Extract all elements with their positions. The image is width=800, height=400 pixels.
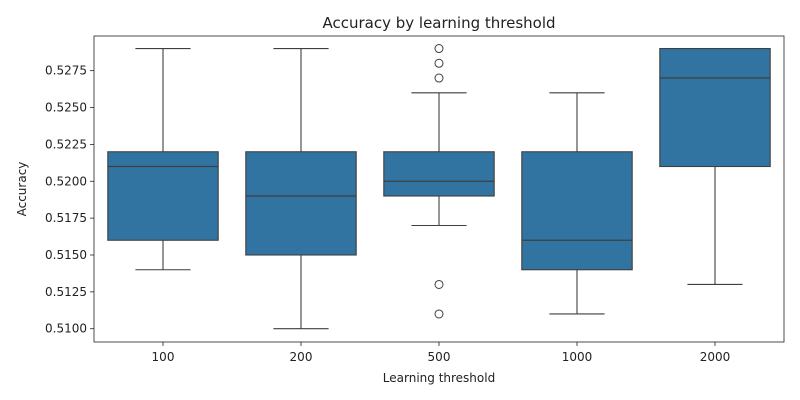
box-iqr <box>245 151 357 256</box>
y-tick-label: 0.5125 <box>45 285 87 299</box>
outlier-point <box>434 44 444 54</box>
y-tick-label: 0.5250 <box>45 101 87 115</box>
x-tick-label: 500 <box>428 350 451 364</box>
y-tick-label: 0.5200 <box>45 174 87 188</box>
box-iqr <box>383 151 495 197</box>
y-tick-label: 0.5225 <box>45 137 87 151</box>
outlier-point <box>434 73 444 83</box>
y-tick-label: 0.5175 <box>45 211 87 225</box>
x-tick-label: 2000 <box>700 350 731 364</box>
outlier-point <box>434 58 444 68</box>
x-axis-label: Learning threshold <box>383 371 495 385</box>
box-iqr <box>659 47 771 168</box>
y-axis: 0.5100 0.5125 0.5150 0.5175 0.5200 0.5225 0.52… <box>45 64 94 336</box>
y-tick-label: 0.5275 <box>45 64 87 78</box>
x-tick-label: 200 <box>290 350 313 364</box>
outlier-point <box>434 279 444 289</box>
x-axis: 100 200 500 1000 2000 <box>152 342 731 364</box>
y-tick-label: 0.5150 <box>45 248 87 262</box>
chart-title: Accuracy by learning threshold <box>322 14 555 32</box>
y-tick-label: 0.5100 <box>45 322 87 336</box>
y-axis-label: Accuracy <box>15 162 29 217</box>
box-iqr <box>521 151 633 271</box>
box-iqr <box>107 151 219 241</box>
plot-area <box>107 44 771 330</box>
x-tick-label: 1000 <box>562 350 593 364</box>
x-tick-label: 100 <box>152 350 175 364</box>
outlier-point <box>434 309 444 319</box>
